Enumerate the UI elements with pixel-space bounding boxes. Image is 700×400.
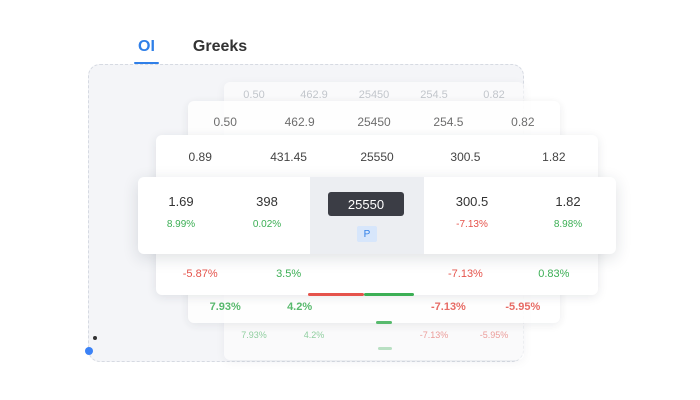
strike-price: 25450 xyxy=(357,115,391,129)
table-row: -5.87% 3.5% -7.13% 0.83% xyxy=(156,268,598,280)
table-row: 7.93% 4.2% -7.13% -5.95% xyxy=(188,301,560,313)
put-side: 300.5 -7.13% 1.82 8.98% xyxy=(424,177,616,254)
put-oi: 300.5 xyxy=(455,194,489,209)
call-ltp: 0.50 xyxy=(243,89,265,101)
volume-bar-put xyxy=(364,293,414,296)
call-ltp-change: 7.93% xyxy=(241,330,267,340)
call-oi-change: 4.2% xyxy=(287,301,313,313)
put-ltp: 0.82 xyxy=(483,89,505,101)
call-oi: 431.45 xyxy=(270,150,307,164)
put-oi: 254.5 xyxy=(433,115,464,129)
strike-price: 25550 xyxy=(360,150,394,164)
call-ltp-cell: 1.69 8.99% xyxy=(138,177,224,254)
put-ltp-cell: 1.82 8.98% xyxy=(520,177,616,254)
put-oi-change: -7.13% xyxy=(447,268,483,280)
call-oi-change: 4.2% xyxy=(303,330,325,340)
call-oi-cell: 398 0.02% xyxy=(224,177,310,254)
table-row: 0.50 462.9 25450 254.5 0.82 xyxy=(188,115,560,129)
anchor-handle[interactable] xyxy=(85,347,93,355)
call-ltp: 0.89 xyxy=(188,150,212,164)
strike-column: 25550 P xyxy=(310,177,424,254)
option-chain-focused-row[interactable]: 25550 P 1.69 8.99% 398 0.02% 300.5 -7.13… xyxy=(138,177,616,254)
put-ltp: 1.82 xyxy=(555,194,581,209)
volume-bar xyxy=(376,321,392,324)
put-oi: 254.5 xyxy=(420,89,448,101)
volume-bar xyxy=(378,347,392,350)
table-row: 0.89 431.45 25550 300.5 1.82 xyxy=(156,150,598,164)
call-oi: 462.9 xyxy=(284,115,315,129)
volume-bar-call xyxy=(308,293,364,296)
table-row: 0.50 462.9 25450 254.5 0.82 xyxy=(224,89,524,101)
tab-greeks[interactable]: Greeks xyxy=(192,38,248,55)
strike-price[interactable]: 25550 xyxy=(328,192,404,216)
put-ltp-change: 0.83% xyxy=(538,268,570,280)
table-row: 7.93% 4.2% -7.13% -5.95% xyxy=(224,330,524,340)
call-oi: 398 xyxy=(256,194,278,209)
call-ltp-change: 7.93% xyxy=(209,301,241,313)
call-oi-change: 3.5% xyxy=(276,268,302,280)
call-ltp-change: -5.87% xyxy=(182,268,218,280)
put-ltp-change: -5.95% xyxy=(505,301,541,313)
put-oi-cell: 300.5 -7.13% xyxy=(424,177,520,254)
put-oi: 300.5 xyxy=(450,150,481,164)
strike-price: 25450 xyxy=(358,89,390,101)
put-oi-change: -7.13% xyxy=(430,301,466,313)
call-side: 1.69 8.99% 398 0.02% xyxy=(138,177,310,254)
tab-bar: OI Greeks xyxy=(134,38,251,64)
call-oi-change: 0.02% xyxy=(252,219,282,230)
marker-dot xyxy=(93,336,97,340)
call-ltp: 1.69 xyxy=(168,194,194,209)
put-ltp-change: -5.95% xyxy=(479,330,509,340)
put-ltp: 0.82 xyxy=(511,115,535,129)
put-oi-change: -7.13% xyxy=(419,330,449,340)
tab-oi[interactable]: OI xyxy=(134,38,159,64)
call-ltp: 0.50 xyxy=(213,115,237,129)
call-oi: 462.9 xyxy=(300,89,328,101)
put-ltp: 1.82 xyxy=(542,150,566,164)
put-ltp-change: 8.98% xyxy=(553,219,583,230)
call-ltp-change: 8.99% xyxy=(166,219,196,230)
put-oi-change: -7.13% xyxy=(456,219,488,230)
option-type-badge: P xyxy=(357,226,377,242)
